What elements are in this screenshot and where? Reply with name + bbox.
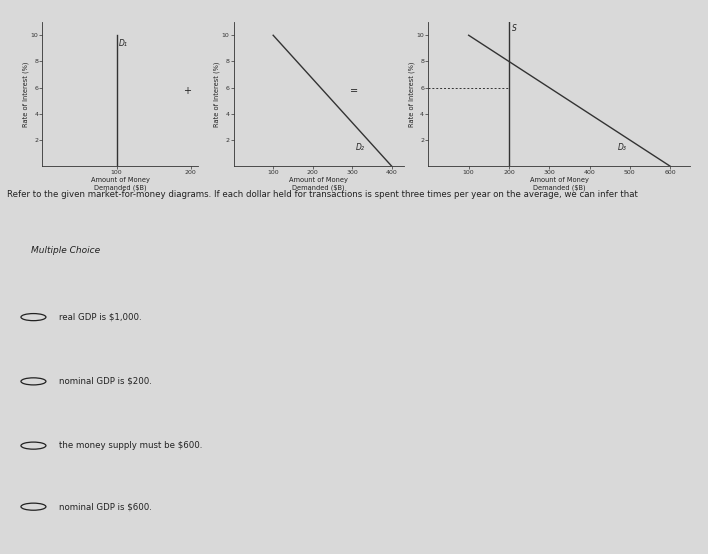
X-axis label: Amount of Money
Demanded ($B): Amount of Money Demanded ($B) xyxy=(530,177,589,191)
Text: =: = xyxy=(350,86,358,96)
Y-axis label: Rate of Interest (%): Rate of Interest (%) xyxy=(214,61,220,127)
X-axis label: Amount of Money
Demanded ($B): Amount of Money Demanded ($B) xyxy=(289,177,348,191)
Text: real GDP is $1,000.: real GDP is $1,000. xyxy=(59,312,142,322)
Y-axis label: Rate of Interest (%): Rate of Interest (%) xyxy=(23,61,29,127)
Text: Refer to the given market-for-money diagrams. If each dollar held for transactio: Refer to the given market-for-money diag… xyxy=(7,189,638,199)
Text: nominal GDP is $200.: nominal GDP is $200. xyxy=(59,377,152,386)
Y-axis label: Rate of Interest (%): Rate of Interest (%) xyxy=(409,61,415,127)
Text: D₁: D₁ xyxy=(119,39,127,48)
Text: Multiple Choice: Multiple Choice xyxy=(31,246,101,255)
Text: S: S xyxy=(512,24,517,33)
Text: +: + xyxy=(183,86,190,96)
Text: D₃: D₃ xyxy=(618,143,627,152)
Text: D₂: D₂ xyxy=(356,143,365,152)
Text: nominal GDP is $600.: nominal GDP is $600. xyxy=(59,502,152,511)
Text: the money supply must be $600.: the money supply must be $600. xyxy=(59,441,202,450)
X-axis label: Amount of Money
Demanded ($B): Amount of Money Demanded ($B) xyxy=(91,177,150,191)
